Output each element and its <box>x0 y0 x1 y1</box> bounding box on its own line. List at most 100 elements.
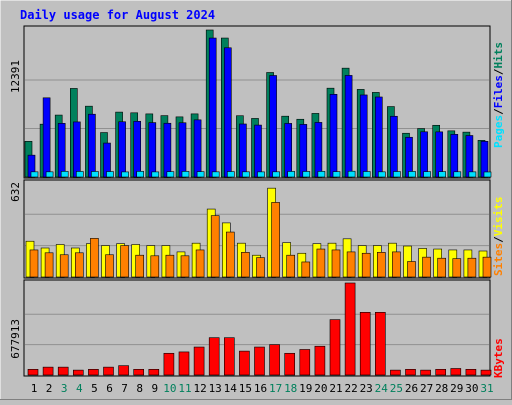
bar-sites-day-23 <box>361 252 371 278</box>
bar-sites-day-1 <box>29 249 39 278</box>
bar-files-day-3 <box>57 123 66 178</box>
bar-kbytes-day-28 <box>435 369 447 376</box>
day-label-4: 4 <box>76 382 83 395</box>
visits-max-label: 632 <box>9 182 22 202</box>
day-label-9: 9 <box>151 382 158 395</box>
day-label-8: 8 <box>136 382 143 395</box>
day-label-12: 12 <box>193 382 206 395</box>
chart-title: Daily usage for August 2024 <box>20 8 215 22</box>
bar-sites-day-16 <box>256 257 265 278</box>
bar-pages-day-5 <box>91 171 99 178</box>
bar-kbytes-day-25 <box>390 369 401 376</box>
bar-sites-day-25 <box>392 251 401 278</box>
bar-sites-day-19 <box>301 261 311 278</box>
bar-files-day-8 <box>133 120 141 178</box>
day-label-5: 5 <box>91 382 98 395</box>
day-label-31: 31 <box>480 382 493 395</box>
bar-kbytes-day-7 <box>118 365 129 376</box>
bar-sites-day-9 <box>150 255 160 278</box>
bar-sites-day-29 <box>452 258 462 278</box>
bar-files-day-17 <box>269 75 277 178</box>
visits-legend: Sites/Visits <box>492 197 505 277</box>
legend-files: Files <box>492 75 505 108</box>
day-label-10: 10 <box>163 382 176 395</box>
bar-kbytes-day-3 <box>57 366 69 376</box>
bar-kbytes-day-20 <box>314 345 326 376</box>
day-label-17: 17 <box>269 382 282 395</box>
bar-sites-day-30 <box>467 257 477 278</box>
day-label-29: 29 <box>450 382 463 395</box>
bar-pages-day-22 <box>347 170 356 178</box>
bar-files-day-19 <box>299 124 308 178</box>
bar-sites-day-18 <box>286 254 296 278</box>
bar-pages-day-30 <box>468 171 477 178</box>
bar-pages-day-9 <box>151 171 160 178</box>
bar-pages-day-1 <box>30 171 39 178</box>
bar-pages-day-26 <box>408 171 416 178</box>
bar-kbytes-day-24 <box>374 312 386 376</box>
bar-files-day-14 <box>224 47 232 178</box>
bar-pages-day-4 <box>76 171 84 178</box>
bar-kbytes-day-23 <box>359 312 371 376</box>
day-label-27: 27 <box>420 382 433 395</box>
legend-visits: Visits <box>492 197 505 237</box>
day-label-14: 14 <box>224 382 238 395</box>
bar-pages-day-31 <box>483 171 492 178</box>
day-label-1: 1 <box>31 382 38 395</box>
bar-pages-day-11 <box>181 171 190 178</box>
legend-sites: Sites <box>492 243 505 276</box>
bar-pages-day-10 <box>166 171 175 178</box>
bar-pages-day-13 <box>211 171 220 178</box>
day-label-2: 2 <box>46 382 53 395</box>
bar-files-day-10 <box>163 122 172 178</box>
bar-files-day-26 <box>405 136 413 178</box>
bar-kbytes-day-2 <box>42 366 54 376</box>
bar-pages-day-6 <box>106 171 114 178</box>
bar-files-day-15 <box>239 123 247 178</box>
day-label-19: 19 <box>299 382 312 395</box>
bar-kbytes-day-26 <box>405 369 416 376</box>
bar-pages-day-27 <box>423 171 431 178</box>
bar-kbytes-day-13 <box>208 337 220 376</box>
bar-kbytes-day-4 <box>73 369 84 376</box>
bar-kbytes-day-21 <box>329 319 341 376</box>
bar-kbytes-day-19 <box>299 349 311 376</box>
bar-pages-day-21 <box>332 171 341 178</box>
bar-sites-day-5 <box>90 238 99 278</box>
kbytes-legend: KBytes <box>492 338 505 378</box>
day-label-13: 13 <box>209 382 222 395</box>
bar-pages-day-14 <box>227 171 235 178</box>
bar-files-day-24 <box>374 96 383 178</box>
bar-pages-day-3 <box>60 171 69 178</box>
hits-max-label: 12391 <box>9 60 22 93</box>
legend-sep-1: / <box>492 108 505 115</box>
bar-files-day-12 <box>193 119 202 178</box>
bar-kbytes-day-11 <box>178 351 190 376</box>
legend-hits: Hits <box>492 42 505 69</box>
bar-sites-day-7 <box>120 245 129 278</box>
bar-files-day-7 <box>118 121 126 178</box>
bar-kbytes-day-30 <box>465 369 477 376</box>
day-label-18: 18 <box>284 382 297 395</box>
kbytes-max-label: 677913 <box>9 319 22 359</box>
bar-kbytes-day-22 <box>344 282 356 376</box>
day-label-25: 25 <box>390 382 403 395</box>
bar-files-day-18 <box>284 123 293 178</box>
bar-files-day-11 <box>178 122 187 178</box>
bar-pages-day-17 <box>272 171 280 178</box>
bar-pages-day-20 <box>317 171 326 178</box>
day-label-21: 21 <box>329 382 342 395</box>
bar-kbytes-day-31 <box>480 369 492 376</box>
bar-pages-day-24 <box>377 171 386 178</box>
day-label-15: 15 <box>239 382 252 395</box>
bar-kbytes-day-9 <box>148 369 160 376</box>
bar-kbytes-day-14 <box>224 337 235 376</box>
bar-pages-day-18 <box>287 171 296 178</box>
bar-pages-day-8 <box>136 171 144 178</box>
bar-pages-day-28 <box>438 171 447 178</box>
bar-sites-day-15 <box>241 252 250 278</box>
bar-sites-day-8 <box>135 254 144 278</box>
day-label-22: 22 <box>344 382 357 395</box>
